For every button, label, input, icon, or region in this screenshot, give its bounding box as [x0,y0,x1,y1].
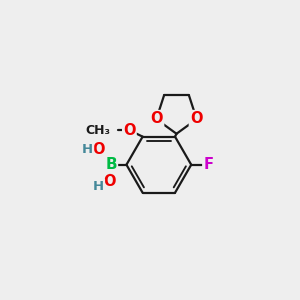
Text: F: F [203,157,213,172]
Text: O: O [103,174,116,189]
Text: O: O [92,142,105,157]
Text: O: O [151,111,163,126]
Text: CH₃: CH₃ [86,124,111,137]
Text: H: H [93,180,104,193]
Text: O: O [123,123,136,138]
Text: O: O [190,111,202,126]
Text: H: H [82,143,93,156]
Text: B: B [105,157,117,172]
